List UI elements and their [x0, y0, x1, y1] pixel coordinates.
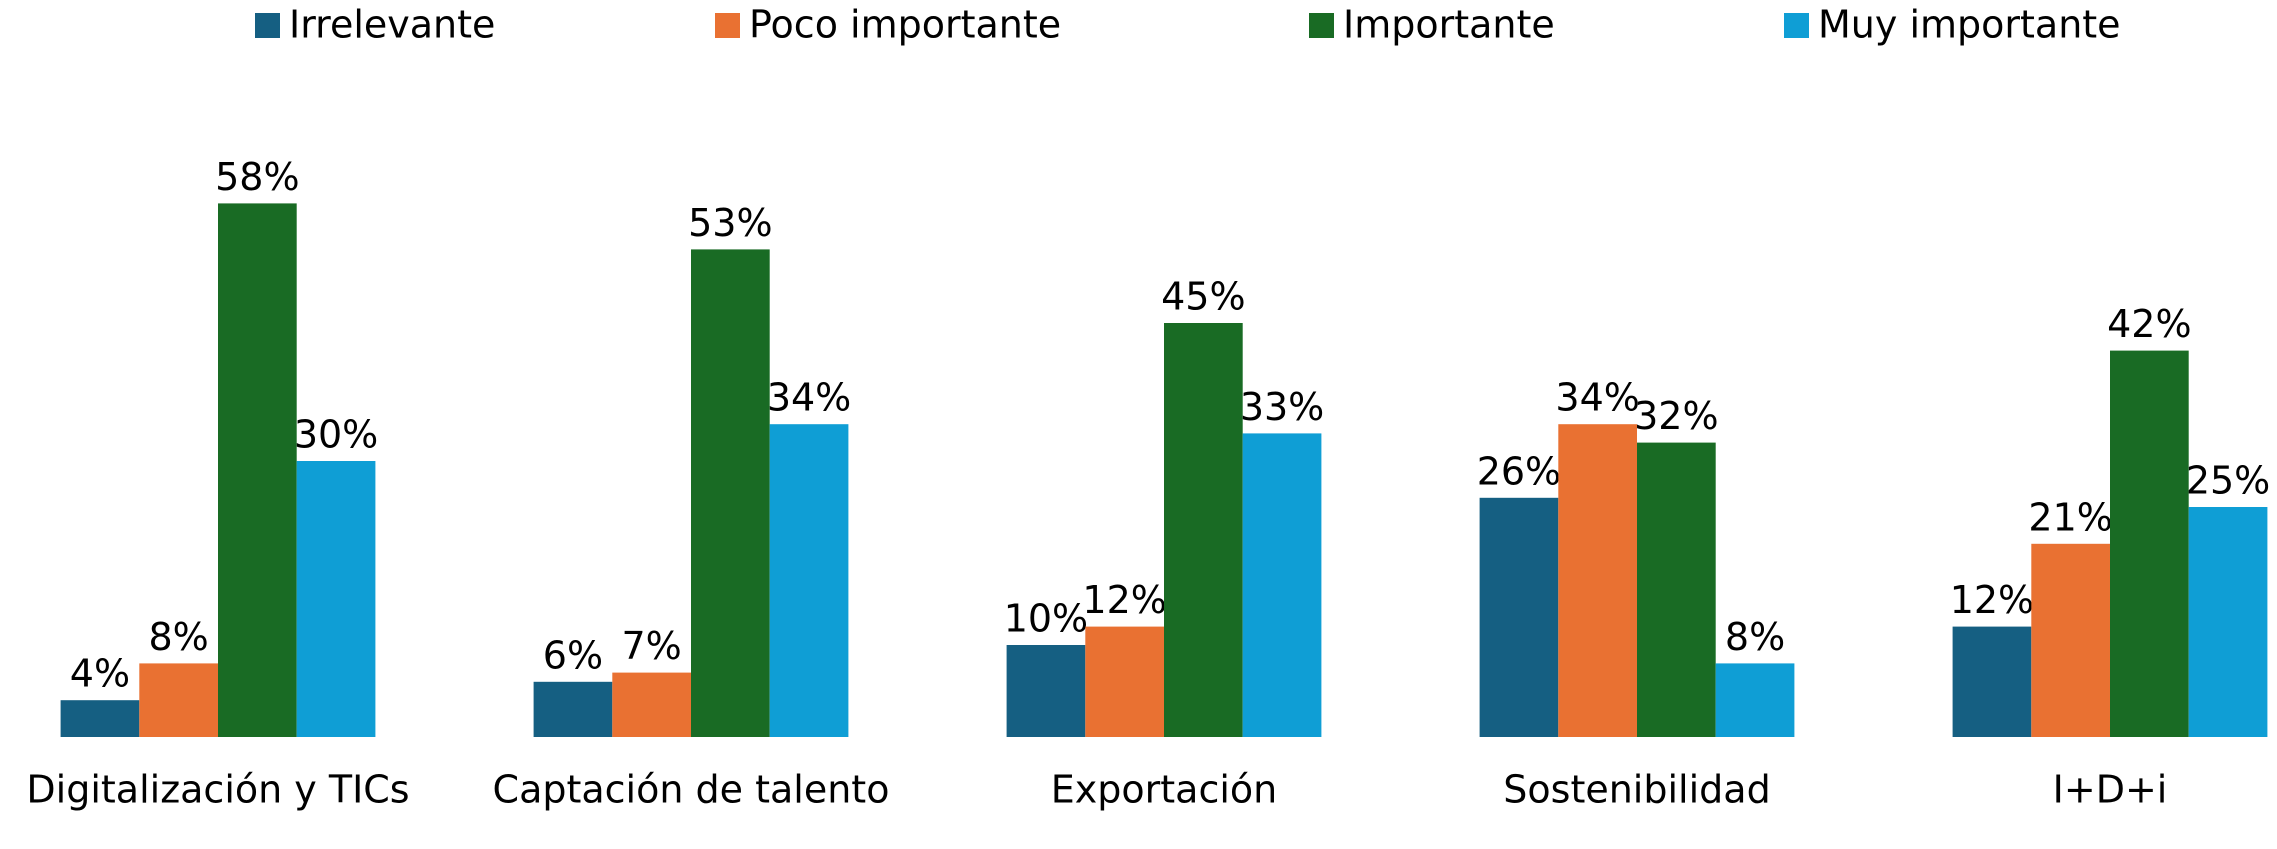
data-label: 45% — [1161, 275, 1245, 319]
data-label: 33% — [1240, 385, 1324, 429]
bar — [1637, 442, 1716, 737]
bar — [2110, 350, 2189, 737]
data-label: 26% — [1477, 449, 1561, 493]
bar — [296, 461, 376, 737]
legend-swatch — [1784, 13, 1809, 38]
bar — [1715, 663, 1795, 737]
data-label: 21% — [2028, 495, 2112, 539]
legend-label: Muy importante — [1818, 3, 2121, 47]
data-label: 25% — [2186, 459, 2270, 503]
bar — [139, 663, 218, 737]
data-label: 58% — [215, 155, 299, 199]
bar — [612, 672, 691, 737]
bar — [769, 424, 849, 737]
data-label: 12% — [1082, 578, 1166, 622]
x-tick-label: I+D+i — [2053, 768, 2168, 812]
x-tick-label: Digitalización y TICs — [26, 768, 409, 812]
data-label: 8% — [149, 615, 209, 659]
bar — [1242, 433, 1322, 737]
bar — [1952, 626, 2032, 737]
data-label: 8% — [1725, 615, 1785, 659]
bar — [218, 203, 297, 737]
data-label: 34% — [1555, 376, 1639, 420]
data-label: 30% — [294, 413, 378, 457]
legend-swatch — [715, 13, 740, 38]
data-label: 12% — [1950, 578, 2034, 622]
x-tick-label: Captación de talento — [493, 768, 890, 812]
data-label: 32% — [1634, 394, 1718, 438]
data-label: 7% — [622, 624, 682, 668]
data-label: 34% — [767, 376, 851, 420]
bar — [60, 700, 140, 737]
bar — [2188, 507, 2268, 737]
x-tick-label: Sostenibilidad — [1503, 768, 1770, 812]
bar — [1164, 323, 1243, 737]
x-tick-label: Exportación — [1051, 768, 1277, 812]
bar — [1006, 645, 1086, 737]
legend-label: Importante — [1343, 3, 1555, 47]
legend-label: Poco importante — [749, 3, 1061, 47]
bar — [533, 681, 613, 737]
data-label: 6% — [543, 633, 603, 677]
bar — [1085, 626, 1164, 737]
data-label: 10% — [1004, 597, 1088, 641]
bar — [1558, 424, 1637, 737]
data-label: 42% — [2107, 302, 2191, 346]
bar — [691, 249, 770, 737]
bar — [2031, 543, 2110, 737]
data-label: 4% — [70, 652, 130, 696]
legend-label: Irrelevante — [289, 3, 495, 47]
legend-swatch — [255, 13, 280, 38]
data-label: 53% — [688, 201, 772, 245]
bar — [1479, 497, 1559, 737]
legend-swatch — [1309, 13, 1334, 38]
